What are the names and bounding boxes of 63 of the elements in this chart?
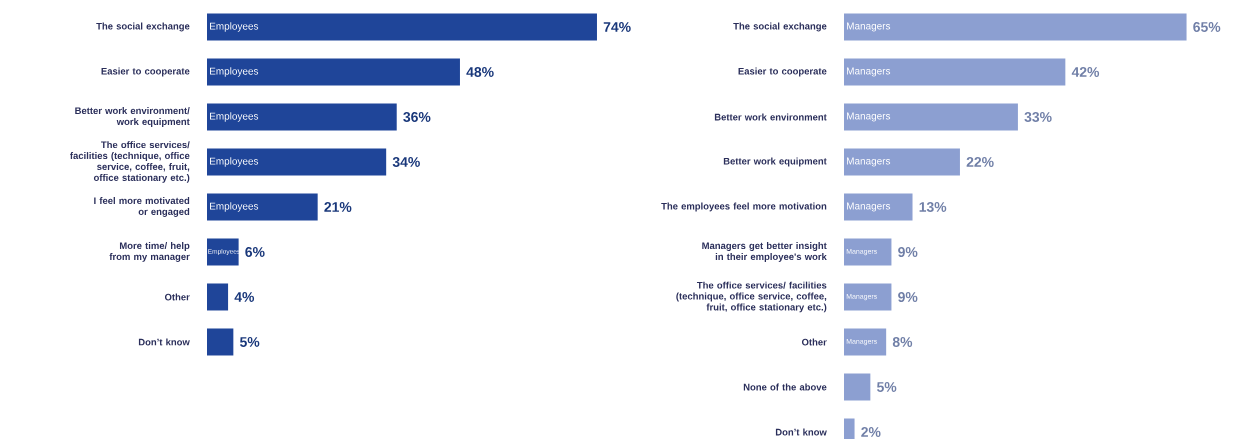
data-label: 5%: [239, 337, 260, 347]
y-tick-label: Easier to cooperate: [101, 67, 190, 77]
y-tick-label: None of the above: [743, 383, 827, 391]
data-label: 65%: [1193, 22, 1221, 32]
data-label: 33%: [1024, 112, 1052, 122]
data-label: 22%: [966, 157, 994, 167]
bar: [207, 103, 397, 131]
text: Employees: [210, 202, 259, 212]
data-label: 36%: [403, 112, 431, 122]
data-label: 4%: [234, 292, 255, 302]
data-label: 9%: [898, 247, 918, 257]
bar: [844, 373, 871, 401]
y-tick-label: I feel more motivated or engaged: [94, 197, 190, 217]
bar: [844, 13, 1187, 41]
y-tick-label: Better work environment: [714, 113, 827, 121]
y-tick-label: The employees feel more motivation: [661, 202, 827, 212]
text: Employees: [210, 67, 259, 77]
data-label: 34%: [392, 157, 420, 167]
bar: [207, 238, 239, 266]
data-label: 42%: [1071, 67, 1100, 77]
y-tick-label: The social exchange: [733, 22, 827, 32]
y-tick-label: Don’t know: [775, 428, 827, 436]
bar: [844, 238, 892, 266]
data-label: 6%: [245, 247, 265, 257]
y-tick-label: The social exchange: [96, 22, 190, 32]
data-label: 9%: [898, 292, 918, 302]
data-label: 8%: [892, 337, 913, 347]
y-tick-label: The office services/ facilities (technique, office service, coffee, fruit, office stationary etc.): [70, 141, 190, 183]
bar: [207, 58, 460, 86]
bar: [207, 283, 229, 311]
text: Employees: [210, 112, 259, 122]
data-label: 74%: [603, 22, 631, 32]
y-tick-label: Managers get better insight in their employee's work: [702, 242, 827, 262]
bar: [844, 328, 887, 356]
data-label: 21%: [324, 202, 352, 212]
bar: [207, 13, 597, 41]
y-tick-label: Don’t know: [138, 338, 190, 346]
bar: [207, 193, 318, 221]
bar: [844, 148, 960, 176]
text: Managers: [847, 22, 891, 32]
text: Managers: [847, 202, 891, 212]
bar: [207, 148, 387, 176]
bar: [844, 103, 1018, 131]
y-tick-label: Easier to cooperate: [738, 67, 827, 77]
text: Employees: [210, 22, 259, 32]
data-label: 13%: [919, 202, 947, 212]
y-tick-label: Better work equipment: [723, 157, 827, 167]
data-label: 5%: [876, 382, 897, 392]
y-tick-label: The office services/ facilities (technique, office service, coffee, fruit, office stationary etc.): [676, 281, 827, 313]
text: Managers: [847, 157, 891, 167]
text: Managers: [847, 67, 891, 77]
y-tick-label: Better work environment/ work equipment: [75, 107, 190, 127]
text: Managers: [847, 112, 891, 122]
bar: [844, 283, 892, 311]
data-label: 48%: [466, 67, 494, 77]
bar: [844, 58, 1066, 86]
text: Employees: [210, 157, 259, 167]
y-tick-label: Other: [801, 338, 827, 346]
data-label: 2%: [861, 427, 881, 437]
y-tick-label: More time/ help from my manager: [109, 242, 190, 262]
bar: [207, 328, 234, 356]
y-tick-label: Other: [164, 293, 190, 301]
bar: [844, 193, 913, 221]
